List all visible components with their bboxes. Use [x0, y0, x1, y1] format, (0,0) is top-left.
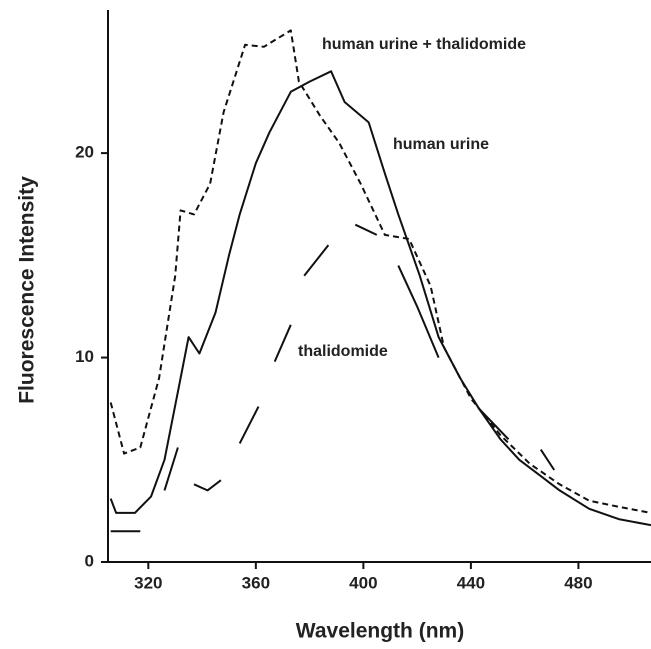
series-line	[109, 29, 651, 514]
series-label: thalidomide	[298, 343, 388, 360]
y-tick-label: 0	[85, 551, 94, 570]
x-tick-label: 480	[564, 573, 592, 592]
x-tick-label: 360	[242, 573, 270, 592]
x-tick-label: 320	[134, 573, 162, 592]
y-tick-label: 20	[75, 143, 94, 162]
series-label: human urine	[393, 136, 489, 153]
series-line	[109, 70, 651, 527]
x-tick-label: 440	[457, 573, 485, 592]
y-tick-label: 10	[75, 347, 94, 366]
x-axis-title: Wavelength (nm)	[296, 620, 464, 643]
series-label: human urine + thalidomide	[322, 36, 526, 53]
series-line	[110, 223, 556, 533]
x-tick-label: 400	[349, 573, 377, 592]
y-axis-title: Fluorescence Intensity	[16, 176, 39, 404]
